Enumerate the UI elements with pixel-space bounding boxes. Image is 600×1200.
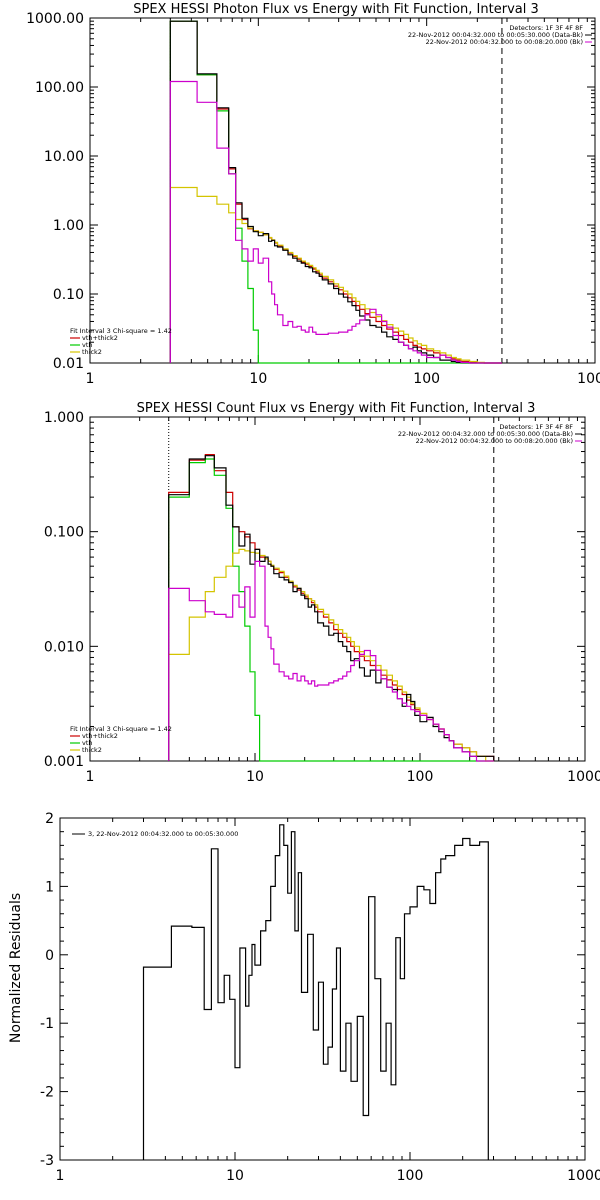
y-tick-label: 1.00 <box>53 218 84 234</box>
y-tick-label: -3 <box>40 1153 54 1169</box>
series-residuals <box>142 824 489 1160</box>
series-vth <box>169 20 502 364</box>
y-tick-label: -2 <box>40 1085 54 1101</box>
y-tick-label: -1 <box>40 1016 54 1032</box>
fit-legend-label: thick2 <box>82 746 102 754</box>
fit-label: Fit Interval 3 Chi-square = 1.42 <box>70 725 172 733</box>
fit-label: Fit Interval 3 Chi-square = 1.42 <box>70 327 172 335</box>
residual-legend-label: 3, 22-Nov-2012 00:04:32.000 to 00:05:30.… <box>88 830 238 838</box>
series-vth+thick2 <box>169 20 502 364</box>
photon-flux-plot-area: 1 10 100 1000 0.01 0.10 1.00 10.00 100.00 1000.00… <box>26 11 600 387</box>
x-tick-label: 1 <box>86 371 95 387</box>
y-tick-label: 0.100 <box>44 525 84 541</box>
series-data <box>169 20 502 364</box>
residuals-ylabel: Normalized Residuals <box>8 893 24 1043</box>
info-line: 22-Nov-2012 00:04:32.000 to 00:05:30.000… <box>408 31 583 39</box>
x-tick-label: 1000 <box>567 1168 600 1184</box>
info-line: 22-Nov-2012 00:04:32.000 to 00:05:30.000… <box>398 430 573 438</box>
info-line: 22-Nov-2012 00:04:32.000 to 00:08:20.000… <box>426 38 583 46</box>
photon-flux-title: SPEX HESSI Photon Flux vs Energy with Fi… <box>133 2 539 17</box>
plot-frame <box>59 817 586 1161</box>
panel-count-flux: SPEX HESSI Count Flux vs Energy with Fit… <box>44 401 600 785</box>
count-flux-title: SPEX HESSI Count Flux vs Energy with Fit… <box>137 401 536 416</box>
series-data <box>168 455 495 761</box>
info-line: 22-Nov-2012 00:04:32.000 to 00:08:20.000… <box>416 437 573 445</box>
info-line: Detectors: 1F 3F 4F 8F <box>499 423 573 431</box>
y-tick-label: 0.010 <box>44 639 84 655</box>
x-tick-label: 100 <box>413 371 440 387</box>
x-tick-label: 100 <box>407 769 434 785</box>
plot-frame <box>89 416 586 762</box>
x-tick-label: 10 <box>246 769 264 785</box>
residuals-plot-area: 1 10 100 1000 -3 -2 -1 0 1 2 3, 22-Nov-2012 00:04:… <box>40 811 600 1184</box>
y-tick-label: 1000.00 <box>26 11 84 27</box>
series-thick2 <box>169 186 502 364</box>
panel-photon-flux: SPEX HESSI Photon Flux vs Energy with Fi… <box>26 2 600 387</box>
y-tick-label: 1.000 <box>44 410 84 426</box>
y-tick-label: 0.10 <box>53 287 84 303</box>
x-tick-label: 1000 <box>577 371 600 387</box>
x-tick-label: 10 <box>249 371 267 387</box>
y-tick-label: 0 <box>45 948 54 964</box>
fit-legend-label: thick2 <box>82 348 102 356</box>
series-vth+thick2 <box>168 454 495 761</box>
x-tick-label: 1 <box>56 1168 65 1184</box>
y-tick-label: 2 <box>45 811 54 827</box>
x-tick-label: 10 <box>226 1168 244 1184</box>
series-data-bk <box>169 80 502 364</box>
series-thick2 <box>168 548 494 762</box>
panel-residuals: 1 10 100 1000 -3 -2 -1 0 1 2 3, 22-Nov-2012 00:04:… <box>8 811 600 1184</box>
fit-legend-label: vth <box>82 739 93 747</box>
x-tick-label: 1000 <box>567 769 600 785</box>
count-flux-plot-area: 1 10 100 1000 0.001 0.010 0.100 1.000 Detectors:… <box>44 410 600 785</box>
y-tick-label: 0.01 <box>53 356 84 372</box>
y-tick-label: 10.00 <box>44 149 84 165</box>
plot-frame <box>89 17 596 364</box>
info-line: Detectors: 1F 3F 4F 8F <box>509 24 583 32</box>
y-tick-label: 0.001 <box>44 754 84 770</box>
series-vth <box>168 458 494 762</box>
series-data-bk <box>168 560 494 762</box>
x-tick-label: 1 <box>86 769 95 785</box>
fit-legend-label: vth+thick2 <box>82 732 118 740</box>
fit-legend-label: vth <box>82 341 93 349</box>
y-tick-label: 100.00 <box>35 80 84 96</box>
y-tick-label: 1 <box>45 879 54 895</box>
fit-legend-label: vth+thick2 <box>82 334 118 342</box>
x-tick-label: 100 <box>397 1168 424 1184</box>
